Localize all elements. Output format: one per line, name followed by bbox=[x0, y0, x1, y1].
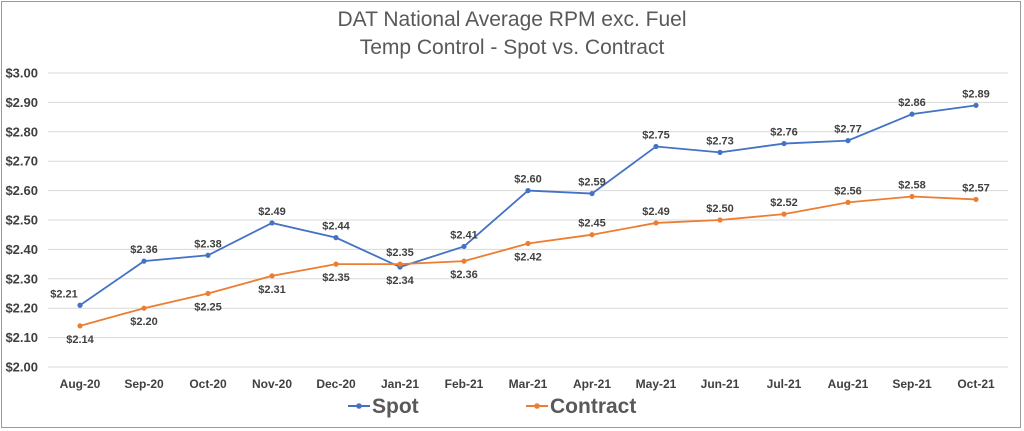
data-point-spot bbox=[909, 111, 915, 117]
data-label-spot: $2.44 bbox=[322, 221, 350, 233]
data-label-spot: $2.89 bbox=[962, 88, 990, 100]
y-tick-label: $2.70 bbox=[5, 154, 38, 169]
data-label-spot: $2.59 bbox=[578, 177, 606, 189]
data-label-spot: $2.34 bbox=[386, 275, 414, 287]
data-label-contract: $2.20 bbox=[130, 316, 158, 328]
data-label-spot: $2.77 bbox=[834, 124, 862, 136]
data-label-contract: $2.45 bbox=[578, 218, 606, 230]
x-tick-label: Oct-21 bbox=[957, 377, 995, 391]
data-point-spot bbox=[269, 220, 275, 226]
y-tick-label: $3.00 bbox=[5, 66, 38, 81]
data-label-contract: $2.56 bbox=[834, 185, 862, 197]
x-axis: Aug-20 Sep-20 Oct-20 Nov-20 Dec-20 Jan-21 Feb-… bbox=[60, 377, 995, 391]
data-point-contract bbox=[717, 217, 723, 223]
y-tick-label: $2.40 bbox=[5, 242, 38, 257]
data-label-contract: $2.50 bbox=[706, 203, 734, 215]
legend-label-contract[interactable]: Contract bbox=[550, 395, 636, 418]
y-tick-label: $2.90 bbox=[5, 95, 38, 110]
x-tick-label: Aug-21 bbox=[828, 377, 869, 391]
data-label-spot: $2.49 bbox=[258, 206, 286, 218]
data-point-spot bbox=[141, 258, 147, 264]
data-label-spot: $2.75 bbox=[642, 130, 670, 142]
data-label-spot: $2.38 bbox=[194, 238, 222, 250]
data-label-spot: $2.36 bbox=[130, 244, 158, 256]
data-label-contract: $2.49 bbox=[642, 206, 670, 218]
y-tick-label: $2.50 bbox=[5, 213, 38, 228]
data-point-contract bbox=[333, 261, 339, 267]
data-point-contract bbox=[973, 196, 979, 203]
data-label-spot: $2.86 bbox=[898, 97, 926, 109]
chart-title-line2: Temp Control - Spot vs. Contract bbox=[360, 36, 665, 59]
x-tick-label: Dec-20 bbox=[316, 377, 356, 391]
y-tick-label: $2.60 bbox=[5, 183, 38, 198]
data-label-contract: $2.36 bbox=[450, 269, 478, 281]
data-label-contract: $2.42 bbox=[514, 252, 542, 264]
x-tick-label: Jan-21 bbox=[381, 377, 419, 391]
y-axis: $3.00 $2.90 $2.80 $2.70 $2.60 $2.50 $2.40 $2.30… bbox=[5, 66, 38, 375]
data-point-spot bbox=[333, 235, 339, 241]
data-point-contract bbox=[909, 193, 915, 200]
data-point-contract bbox=[205, 290, 211, 297]
data-labels: $2.21 $2.36 $2.38 $2.49 $2.44 $2.34 $2.41 $2.60… bbox=[50, 88, 990, 346]
data-label-spot: $2.21 bbox=[50, 288, 78, 300]
legend-label-spot[interactable]: Spot bbox=[372, 395, 419, 418]
data-point-contract bbox=[141, 305, 147, 311]
x-tick-label: Sep-20 bbox=[124, 377, 164, 391]
data-point-contract bbox=[461, 258, 467, 264]
data-point-contract bbox=[845, 199, 851, 205]
y-tick-label: $2.80 bbox=[5, 124, 38, 139]
y-tick-label: $2.10 bbox=[5, 330, 38, 345]
data-point-contract bbox=[653, 220, 659, 226]
data-point-spot bbox=[717, 149, 723, 155]
x-tick-label: Apr-21 bbox=[573, 377, 611, 391]
data-point-spot bbox=[781, 140, 787, 147]
x-tick-label: Mar-21 bbox=[509, 377, 548, 391]
data-label-contract: $2.35 bbox=[386, 247, 414, 259]
data-label-contract: $2.31 bbox=[258, 284, 286, 296]
y-tick-label: $2.20 bbox=[5, 301, 38, 316]
data-label-contract: $2.52 bbox=[770, 197, 798, 209]
x-tick-label: Jun-21 bbox=[701, 377, 740, 391]
data-point-spot bbox=[205, 252, 211, 258]
data-label-contract: $2.58 bbox=[898, 179, 926, 191]
data-point-spot bbox=[461, 243, 467, 250]
legend-marker-spot bbox=[356, 403, 362, 409]
x-tick-label: Jul-21 bbox=[767, 377, 802, 391]
data-label-spot: $2.60 bbox=[514, 174, 542, 186]
data-point-spot bbox=[77, 302, 83, 308]
data-point-spot bbox=[589, 190, 595, 197]
data-label-spot: $2.73 bbox=[706, 135, 734, 147]
data-point-contract bbox=[397, 261, 403, 267]
data-label-contract: $2.25 bbox=[194, 302, 222, 314]
data-point-contract bbox=[589, 232, 595, 238]
data-label-contract: $2.35 bbox=[322, 272, 350, 284]
x-tick-label: Nov-20 bbox=[252, 377, 292, 391]
data-point-spot bbox=[525, 188, 531, 194]
y-tick-label: $2.00 bbox=[5, 360, 38, 375]
data-point-contract bbox=[269, 273, 275, 279]
data-point-spot bbox=[653, 143, 659, 150]
data-point-spot bbox=[845, 138, 851, 144]
gridlines bbox=[48, 72, 1008, 368]
x-tick-label: Aug-20 bbox=[60, 377, 101, 391]
data-label-spot: $2.76 bbox=[770, 127, 798, 139]
x-tick-label: May-21 bbox=[636, 377, 677, 391]
legend-marker-contract bbox=[534, 403, 540, 409]
data-point-spot bbox=[973, 102, 979, 108]
data-label-contract: $2.57 bbox=[962, 182, 990, 194]
data-label-contract: $2.14 bbox=[66, 334, 94, 346]
series-group bbox=[77, 102, 979, 329]
y-tick-label: $2.30 bbox=[5, 271, 38, 286]
data-point-contract bbox=[77, 323, 83, 329]
legend[interactable]: Spot Contract bbox=[348, 395, 636, 418]
x-tick-label: Feb-21 bbox=[445, 377, 484, 391]
data-point-contract bbox=[525, 240, 531, 247]
chart-title-line1: DAT National Average RPM exc. Fuel bbox=[338, 8, 687, 31]
x-tick-label: Sep-21 bbox=[892, 377, 932, 391]
data-label-spot: $2.41 bbox=[450, 229, 478, 241]
x-tick-label: Oct-20 bbox=[189, 377, 227, 391]
data-point-contract bbox=[781, 211, 787, 217]
